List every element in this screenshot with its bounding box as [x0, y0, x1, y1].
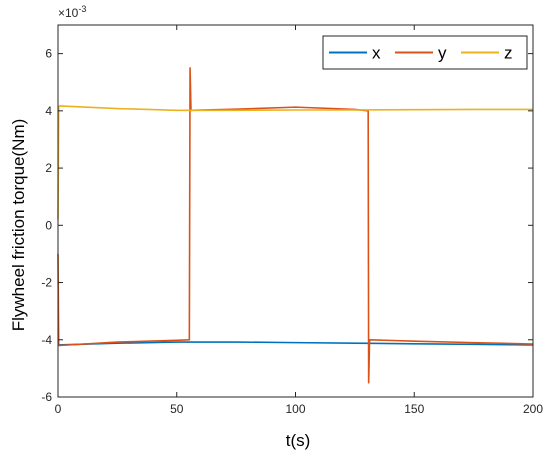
y-axis-ticks: -6 -4 -2 0 2 4 6: [41, 47, 533, 404]
x-tick: 50: [170, 25, 184, 416]
plot-area: [58, 25, 533, 397]
y-tick-label: -4: [41, 333, 52, 347]
legend-entry-y: y: [395, 44, 447, 63]
legend: x y z: [322, 35, 528, 70]
y-tick-label: -6: [41, 390, 52, 404]
legend-entry-z: z: [461, 44, 513, 63]
y-tick-label: 6: [45, 47, 52, 61]
y-exponent-label: ×10-3: [58, 4, 86, 20]
x-tick: 100: [285, 25, 306, 416]
legend-label: y: [438, 44, 447, 63]
y-tick: -4: [41, 333, 533, 347]
y-tick: -2: [41, 276, 533, 290]
x-tick-label: 100: [285, 402, 305, 416]
y-tick: 6: [45, 47, 533, 61]
y-axis-label: Flywheel friction torque(Nm): [9, 119, 28, 332]
x-axis-ticks: 0 50 100 150 200: [55, 25, 543, 416]
y-exponent-power: -3: [78, 4, 86, 14]
legend-label: z: [504, 44, 513, 63]
y-tick-label: 4: [45, 104, 52, 118]
y-tick: -6: [41, 390, 533, 404]
y-tick-label: -2: [41, 276, 52, 290]
y-tick: 4: [45, 104, 533, 118]
x-axis-label: t(s): [286, 431, 311, 450]
y-tick-label: 2: [45, 161, 52, 175]
x-tick: 0: [55, 25, 62, 416]
series-line-x: [57, 341, 534, 346]
y-tick-label: 0: [45, 218, 52, 232]
series-line-z: [57, 105, 533, 220]
y-tick: 2: [45, 161, 533, 175]
x-tick-label: 200: [523, 402, 543, 416]
series-layer: [57, 67, 534, 384]
x-tick-label: 50: [170, 402, 184, 416]
series-line-y: [57, 67, 534, 384]
x-tick: 150: [404, 25, 425, 416]
x-tick: 200: [523, 25, 543, 416]
legend-entry-x: x: [329, 44, 381, 63]
x-tick-label: 0: [55, 402, 62, 416]
y-exponent-base: ×10: [58, 6, 79, 20]
x-tick-label: 150: [404, 402, 424, 416]
y-tick: 0: [45, 218, 533, 232]
legend-label: x: [372, 44, 381, 63]
